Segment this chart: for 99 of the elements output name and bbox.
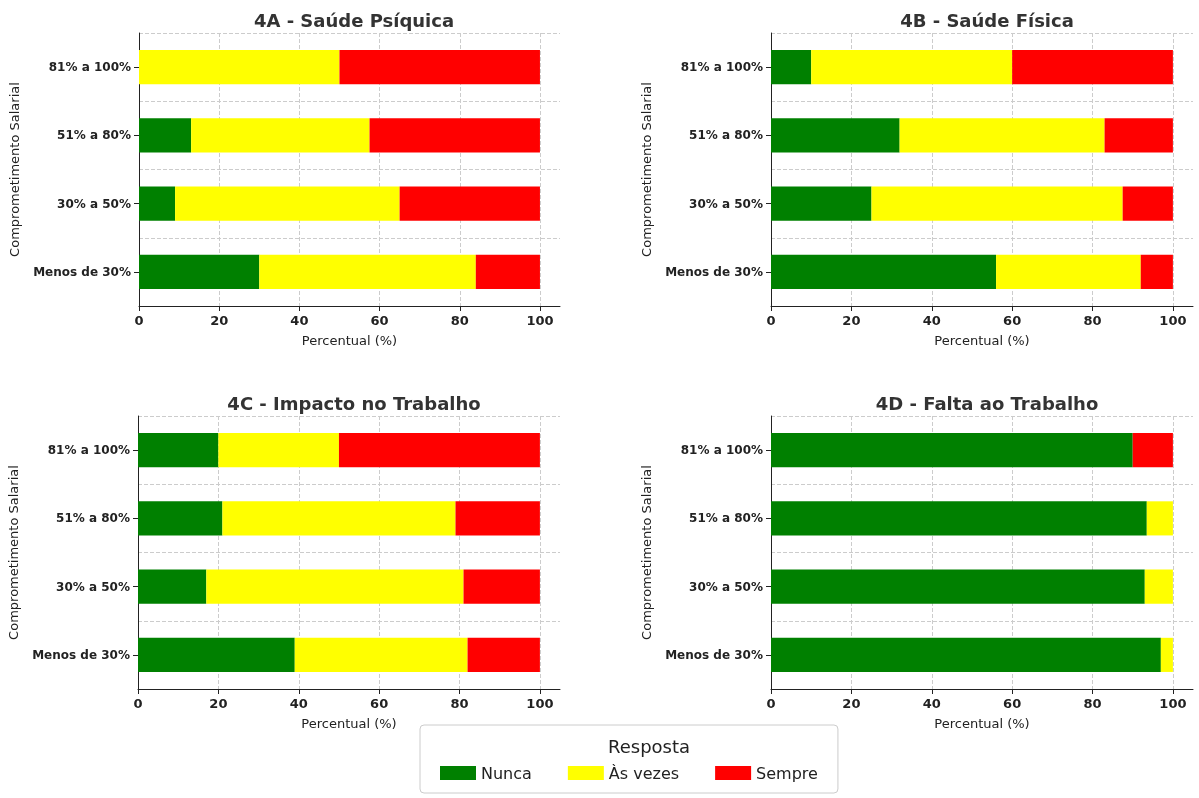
bar <box>218 433 339 468</box>
bar <box>222 501 456 536</box>
bar <box>294 637 468 672</box>
bar <box>771 186 872 221</box>
bar <box>1140 254 1173 289</box>
chart-title: 4B - Saúde Física <box>900 9 1074 31</box>
x-axis-title: Percentual (%) <box>301 716 397 731</box>
chart-title: 4D - Falta ao Trabalho <box>875 392 1099 414</box>
bar <box>139 254 260 289</box>
bar <box>463 569 540 604</box>
x-tick-label: 0 <box>133 696 143 711</box>
y-axis-title: Comprometimento Salarial <box>639 465 654 640</box>
x-tick-label: 100 <box>526 313 554 328</box>
x-tick-label: 40 <box>289 696 308 711</box>
x-tick-label: 20 <box>210 313 229 328</box>
x-tick-label: 20 <box>842 696 861 711</box>
bar <box>811 50 1013 85</box>
bar <box>139 50 340 85</box>
y-tick-label: 30% a 50% <box>689 196 763 211</box>
y-tick-label: Menos de 30% <box>665 647 763 662</box>
y-tick-label: 51% a 80% <box>689 128 763 143</box>
x-tick-label: 40 <box>922 313 941 328</box>
y-tick-label: 30% a 50% <box>57 196 131 211</box>
bar <box>771 50 812 85</box>
y-tick-label: 81% a 100% <box>48 60 131 75</box>
x-tick-label: 0 <box>766 696 776 711</box>
chart-title: 4C - Impacto no Trabalho <box>227 392 481 414</box>
x-tick-label: 80 <box>1083 313 1102 328</box>
bar <box>1144 569 1173 604</box>
bar <box>206 569 464 604</box>
legend-title: Resposta <box>608 735 691 757</box>
legend-label: Às vezes <box>608 763 680 783</box>
bar <box>899 118 1105 153</box>
bar <box>338 433 540 468</box>
x-tick-label: 0 <box>766 313 776 328</box>
y-tick-label: 51% a 80% <box>57 128 131 143</box>
y-tick-label: 51% a 80% <box>689 511 763 526</box>
x-tick-label: 60 <box>1003 696 1022 711</box>
bar <box>138 569 207 604</box>
bar <box>1160 637 1173 672</box>
bar <box>996 254 1141 289</box>
y-tick-label: 81% a 100% <box>47 443 130 458</box>
y-tick-label: Menos de 30% <box>665 264 763 279</box>
legend-label: Nunca <box>481 763 532 783</box>
x-tick-label: 80 <box>450 696 469 711</box>
x-tick-label: 60 <box>370 696 389 711</box>
legend-label: Sempre <box>756 763 818 783</box>
bar <box>1132 433 1173 468</box>
x-tick-label: 100 <box>526 696 554 711</box>
bar <box>175 186 400 221</box>
bar <box>467 637 540 672</box>
bar <box>139 118 192 153</box>
x-tick-label: 20 <box>842 313 861 328</box>
bar <box>369 118 540 153</box>
x-tick-label: 20 <box>209 696 228 711</box>
y-tick-label: 81% a 100% <box>680 60 763 75</box>
y-tick-label: 81% a 100% <box>680 443 763 458</box>
bar <box>771 501 1147 536</box>
bar <box>191 118 370 153</box>
y-tick-label: Menos de 30% <box>33 264 131 279</box>
x-tick-label: 0 <box>134 313 144 328</box>
bar <box>771 569 1145 604</box>
y-tick-label: 51% a 80% <box>56 511 130 526</box>
bar <box>138 637 295 672</box>
bar <box>138 501 223 536</box>
bar <box>259 254 476 289</box>
y-axis-title: Comprometimento Salarial <box>6 465 21 640</box>
x-tick-label: 80 <box>1083 696 1102 711</box>
x-tick-label: 60 <box>370 313 389 328</box>
bar <box>1122 186 1173 221</box>
bar <box>475 254 540 289</box>
x-axis-title: Percentual (%) <box>934 333 1030 348</box>
y-tick-label: 30% a 50% <box>56 579 130 594</box>
bar <box>138 433 219 468</box>
x-tick-label: 100 <box>1159 696 1187 711</box>
y-tick-label: Menos de 30% <box>32 647 130 662</box>
x-tick-label: 80 <box>450 313 469 328</box>
x-tick-label: 40 <box>922 696 941 711</box>
y-axis-title: Comprometimento Salarial <box>7 82 22 257</box>
bar <box>771 637 1161 672</box>
y-axis-title: Comprometimento Salarial <box>639 82 654 257</box>
bar <box>871 186 1123 221</box>
x-tick-label: 60 <box>1003 313 1022 328</box>
bar <box>1012 50 1173 85</box>
y-tick-label: 30% a 50% <box>689 579 763 594</box>
x-tick-label: 100 <box>1159 313 1187 328</box>
x-axis-title: Percentual (%) <box>301 333 398 348</box>
bar <box>771 433 1133 468</box>
bar <box>771 254 997 289</box>
bar <box>399 186 540 221</box>
bar <box>455 501 540 536</box>
bar <box>771 118 900 153</box>
bar <box>339 50 540 85</box>
bar <box>1104 118 1173 153</box>
chart-title: 4A - Saúde Psíquica <box>253 9 455 31</box>
x-axis-title: Percentual (%) <box>934 716 1030 731</box>
bar <box>1146 501 1173 536</box>
bar <box>139 186 176 221</box>
x-tick-label: 40 <box>290 313 309 328</box>
